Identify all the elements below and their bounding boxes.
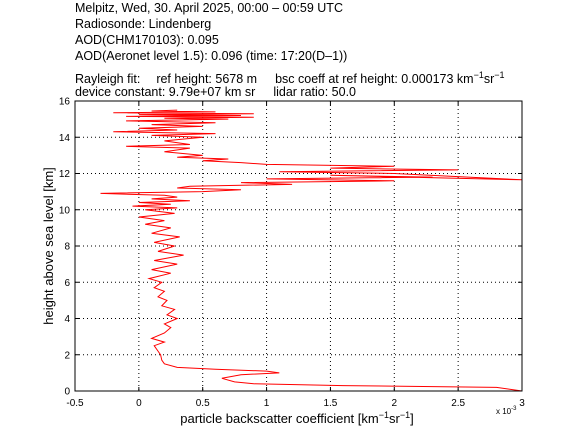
y-tick-label: 0 [64, 387, 70, 398]
x-exponent-label: x 10-3 [496, 406, 517, 416]
x-tick-label: -0.5 [66, 398, 84, 409]
header-line-title: Melpitz, Wed, 30. April 2025, 00:00 – 00… [75, 1, 343, 15]
y-tick-label: 8 [64, 242, 70, 253]
x-tick-label: 3 [519, 398, 525, 409]
plot-frame [74, 100, 523, 392]
bsc-coeff: bsc coeff at ref height: 0.000173 km−1sr… [275, 70, 505, 87]
y-tick-label: 16 [59, 97, 71, 108]
y-tick-label: 12 [59, 169, 71, 180]
y-tick-label: 4 [64, 314, 70, 325]
x-tick-label: 1 [264, 398, 270, 409]
y-axis-label: height above sea level [km] [41, 167, 56, 325]
header-line-device: device constant: 9.79e+07 km sr lidar rat… [75, 84, 356, 100]
x-axis-label: particle backscatter coefficient [km−1sr… [180, 410, 413, 426]
x-tick-label: 1.5 [323, 398, 337, 409]
grid-lines [75, 101, 522, 391]
x-tick-label: 0 [136, 398, 142, 409]
rayleigh-label: Rayleigh fit: [75, 72, 141, 87]
y-tick-label: 6 [64, 278, 70, 289]
x-tick-label: 0.5 [196, 398, 210, 409]
lidar-ratio: lidar ratio: 50.0 [273, 85, 356, 99]
x-tick-labels: -0.5 0 0.5 1 1.5 2 2.5 3 [66, 398, 525, 409]
header-line-aod-aeronet: AOD(Aeronet level 1.5): 0.096 (time: 17:… [75, 49, 348, 63]
axis-ticks [74, 100, 523, 392]
y-tick-label: 10 [59, 205, 71, 216]
y-tick-labels: 0 2 4 6 8 10 12 14 16 [59, 97, 71, 398]
backscatter-profile-line [100, 109, 523, 392]
x-tick-label: 2.5 [451, 398, 465, 409]
y-tick-label: 2 [64, 350, 70, 361]
header-line-rayleigh: Rayleigh fit: ref height: 5678 m bsc coeff… [75, 67, 505, 87]
x-tick-label: 2 [392, 398, 398, 409]
header-line-aod-chm: AOD(CHM170103): 0.095 [75, 33, 219, 47]
header-line-radiosonde: Radiosonde: Lindenberg [75, 17, 212, 31]
ref-height: ref height: 5678 m [156, 72, 258, 87]
y-tick-label: 14 [59, 133, 71, 144]
device-constant: device constant: 9.79e+07 km sr [75, 85, 256, 99]
